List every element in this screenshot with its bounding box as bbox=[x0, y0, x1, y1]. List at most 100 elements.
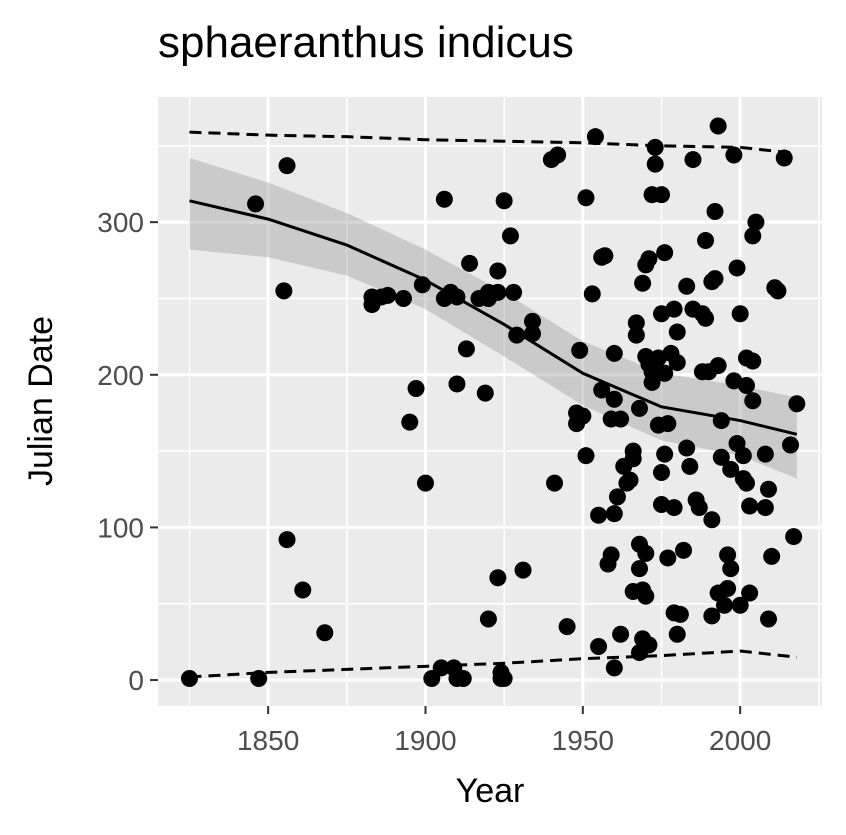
data-point bbox=[605, 505, 623, 523]
data-point bbox=[546, 474, 564, 492]
y-tick-label: 0 bbox=[128, 665, 144, 696]
data-point bbox=[656, 445, 674, 463]
data-point bbox=[432, 659, 450, 677]
data-point bbox=[608, 488, 626, 506]
data-point bbox=[448, 375, 466, 393]
data-point bbox=[737, 376, 755, 394]
data-point bbox=[715, 596, 733, 614]
data-point bbox=[756, 445, 774, 463]
data-point bbox=[712, 448, 730, 466]
data-point bbox=[706, 202, 724, 220]
data-point bbox=[744, 227, 762, 245]
data-point bbox=[678, 439, 696, 457]
data-point bbox=[630, 560, 648, 578]
x-tick-label: 1850 bbox=[237, 725, 299, 756]
data-point bbox=[379, 286, 397, 304]
data-point bbox=[180, 670, 198, 688]
data-point bbox=[637, 587, 655, 605]
y-tick-label: 200 bbox=[97, 360, 144, 391]
data-point bbox=[788, 395, 806, 413]
data-point bbox=[514, 561, 532, 579]
data-point bbox=[549, 146, 567, 164]
data-point bbox=[706, 270, 724, 288]
data-point bbox=[479, 610, 497, 628]
data-point bbox=[454, 670, 472, 688]
data-point bbox=[605, 344, 623, 362]
data-point bbox=[668, 354, 686, 372]
data-point bbox=[734, 447, 752, 465]
data-point bbox=[659, 415, 677, 433]
data-point bbox=[678, 277, 696, 295]
data-point bbox=[501, 227, 519, 245]
data-point bbox=[612, 410, 630, 428]
data-point bbox=[394, 289, 412, 307]
data-point bbox=[413, 276, 431, 294]
data-point bbox=[653, 186, 671, 204]
data-point bbox=[697, 309, 715, 327]
data-point bbox=[668, 625, 686, 643]
data-point bbox=[671, 605, 689, 623]
data-point bbox=[785, 528, 803, 546]
data-point bbox=[624, 442, 642, 460]
data-point bbox=[684, 151, 702, 169]
data-point bbox=[621, 471, 639, 489]
y-axis-title: Julian Date bbox=[22, 316, 60, 486]
data-point bbox=[577, 189, 595, 207]
x-tick-label: 2000 bbox=[709, 725, 771, 756]
data-point bbox=[505, 283, 523, 301]
data-point bbox=[668, 323, 686, 341]
data-point bbox=[763, 547, 781, 565]
data-point bbox=[728, 259, 746, 277]
x-tick-label: 1950 bbox=[552, 725, 614, 756]
data-point bbox=[741, 584, 759, 602]
data-point bbox=[690, 499, 708, 517]
data-point bbox=[665, 499, 683, 517]
data-point bbox=[634, 274, 652, 292]
data-point bbox=[646, 138, 664, 156]
data-point bbox=[590, 637, 608, 655]
data-point bbox=[659, 549, 677, 567]
data-point bbox=[489, 569, 507, 587]
data-point bbox=[640, 636, 658, 654]
data-point bbox=[247, 195, 265, 213]
data-point bbox=[448, 288, 466, 306]
data-point bbox=[586, 128, 604, 146]
data-point bbox=[731, 305, 749, 323]
data-point bbox=[697, 231, 715, 249]
data-point bbox=[769, 282, 787, 300]
data-point bbox=[596, 247, 614, 265]
data-point bbox=[630, 399, 648, 417]
data-point bbox=[719, 546, 737, 564]
data-point bbox=[653, 463, 671, 481]
data-point bbox=[675, 541, 693, 559]
data-point bbox=[605, 659, 623, 677]
data-point bbox=[558, 618, 576, 636]
upper-bound-dashed-line bbox=[189, 130, 797, 155]
data-point bbox=[744, 352, 762, 370]
data-point bbox=[278, 531, 296, 549]
data-point bbox=[435, 190, 453, 208]
data-point bbox=[275, 282, 293, 300]
data-point bbox=[523, 325, 541, 343]
data-point bbox=[495, 670, 513, 688]
data-point bbox=[760, 480, 778, 498]
data-point bbox=[612, 625, 630, 643]
data-point bbox=[731, 596, 749, 614]
data-point bbox=[643, 373, 661, 391]
data-point bbox=[457, 340, 475, 358]
data-point bbox=[495, 192, 513, 210]
data-point bbox=[747, 213, 765, 231]
data-point bbox=[605, 390, 623, 408]
data-point bbox=[782, 436, 800, 454]
data-point bbox=[760, 610, 778, 628]
data-point bbox=[489, 283, 507, 301]
data-point bbox=[640, 250, 658, 268]
x-tick-label: 1900 bbox=[394, 725, 456, 756]
data-point bbox=[590, 506, 608, 524]
data-point bbox=[744, 392, 762, 410]
lower-bound-dashed-line bbox=[189, 649, 797, 679]
data-point bbox=[571, 341, 589, 359]
x-axis-ticks: 1850 1900 1950 2000 bbox=[237, 706, 771, 756]
data-point bbox=[489, 262, 507, 280]
